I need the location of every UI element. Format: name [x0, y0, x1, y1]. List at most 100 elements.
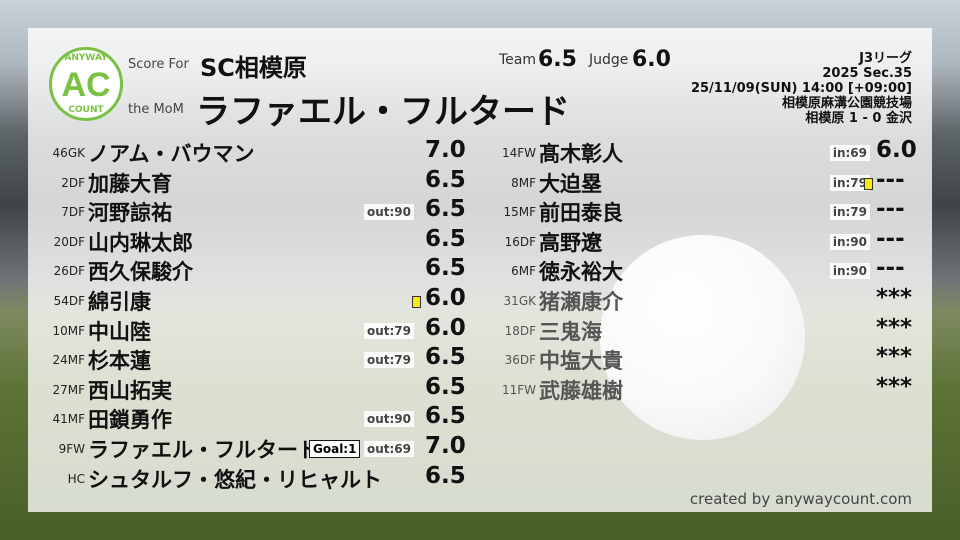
player-name: 大迫塁	[539, 171, 602, 196]
player-number-position: 41MF	[52, 412, 85, 426]
player-rating: 6.5	[425, 255, 466, 282]
player-number: 15	[503, 205, 519, 220]
player-number: 16	[504, 234, 520, 249]
player-number: 8	[511, 175, 519, 190]
player-rating: 6.5	[425, 344, 466, 371]
player-row: 46GK ノアム・バウマン 7.0	[0, 137, 960, 166]
player-number-position: 6MF	[511, 264, 536, 278]
player-number: 46	[52, 146, 68, 160]
player-rating: 6.5	[425, 166, 466, 193]
player-number: 31	[503, 294, 519, 308]
player-position: MF	[518, 205, 536, 220]
player-position: DF	[519, 234, 536, 249]
player-row: 36DF 中塩大貴 ***	[0, 344, 960, 373]
substitution-tag: in:69	[829, 145, 870, 161]
match-info: J3リーグ 2025 Sec.35 25/11/09(SUN) 14:00 [+…	[691, 51, 912, 126]
league: J3リーグ	[859, 51, 912, 66]
player-rating: ***	[876, 344, 913, 371]
substitution-tag: out:90	[363, 411, 414, 428]
venue: 相模原麻溝公園競技場	[781, 96, 912, 111]
player-position: GK	[518, 294, 536, 308]
player-rating: 6.0	[425, 285, 466, 311]
player-name: シュタルフ・悠紀・リヒャルト	[88, 467, 382, 492]
player-row: 20DF 山内琳太郎 6.5	[0, 226, 960, 255]
player-number-position: 14FW	[502, 146, 536, 160]
player-name: 加藤大育	[88, 171, 172, 196]
datetime: 25/11/09(SUN) 14:00 [+09:00]	[690, 81, 912, 96]
anywaycount-logo: ANYWAY AC COUNT	[49, 47, 123, 121]
logo-mark: AC	[61, 66, 111, 104]
logo-bottom-text: COUNT	[68, 105, 104, 115]
goal-badge: Goal:1	[309, 440, 361, 458]
player-rating: ---	[876, 166, 905, 193]
player-number-position: 27MF	[52, 383, 85, 397]
player-rating: 6.5	[425, 225, 466, 252]
player-number: 11	[501, 382, 518, 397]
player-number-position: 26DF	[54, 264, 85, 278]
player-name: 西山拓実	[88, 378, 172, 403]
substitution-tag: in:79	[829, 204, 870, 221]
player-number: 2	[61, 175, 69, 190]
player-row: 8MF 大迫塁 in:79 ---	[0, 167, 960, 196]
player-position: MF	[67, 412, 85, 427]
player-row: 9FW ラファエル・フルタード Goal:1 out:69 7.0	[0, 433, 960, 462]
player-position: MF	[518, 264, 536, 279]
player-row: HC シュタルフ・悠紀・リヒャルト 6.5	[0, 463, 960, 492]
player-row: 24MF 杉本蓮 out:79 6.5	[0, 344, 960, 373]
player-position: DF	[68, 234, 85, 249]
player-rating: 6.5	[425, 462, 466, 489]
logo-top-text: ANYWAY	[64, 53, 108, 63]
player-position: FW	[66, 442, 85, 456]
player-position: DF	[519, 353, 536, 368]
player-number: 20	[53, 234, 69, 249]
player-number: 36	[504, 353, 520, 368]
player-number: 18	[504, 323, 520, 338]
player-name: 山内琳太郎	[88, 230, 193, 255]
score-for-label: Score For	[128, 57, 189, 72]
player-name: 前田泰良	[539, 201, 623, 226]
player-position: DF	[68, 294, 85, 308]
player-row: 15MF 前田泰良 in:79 ---	[0, 196, 960, 225]
player-position: FW	[517, 146, 536, 160]
section: 2025 Sec.35	[822, 66, 912, 81]
player-number-position: 54DF	[54, 294, 85, 308]
player-name: 武藤雄樹	[539, 378, 623, 403]
player-number-position: 9FW	[59, 442, 85, 456]
player-number-position: 2DF	[61, 176, 85, 190]
player-name: 中山陸	[88, 319, 151, 344]
player-row: 14FW 髙木彰人 in:69 6.0	[0, 137, 960, 166]
score-panel	[28, 28, 932, 512]
yellow-card-icon	[412, 296, 421, 308]
player-name: 河野諒祐	[88, 201, 172, 226]
player-number-position: 7DF	[61, 205, 85, 219]
player-row: 18DF 三鬼海 ***	[0, 315, 960, 344]
substitution-tag: in:90	[829, 263, 870, 280]
player-name: 田鎖勇作	[88, 408, 172, 433]
player-name: 高野遼	[539, 230, 602, 255]
player-position: MF	[518, 175, 536, 190]
player-rating: ---	[876, 196, 905, 223]
player-row: 31GK 猪瀬康介 ***	[0, 285, 960, 314]
player-name: 猪瀬康介	[539, 290, 623, 314]
player-rating: 7.0	[425, 137, 466, 163]
player-rating: 6.0	[425, 314, 466, 341]
player-position: FW	[517, 382, 536, 397]
player-position: GK	[67, 146, 85, 160]
judge-score: 6.0	[632, 47, 671, 72]
substitution-tag: out:79	[363, 322, 414, 339]
player-name: 三鬼海	[539, 319, 602, 344]
player-position: MF	[67, 323, 85, 338]
team-score-label: Team	[499, 52, 537, 68]
player-row: 26DF 西久保駿介 6.5	[0, 255, 960, 284]
player-row: 16DF 高野遼 in:90 ---	[0, 226, 960, 255]
player-position: MF	[67, 382, 85, 397]
player-row: 11FW 武藤雄樹 ***	[0, 374, 960, 403]
player-row: 7DF 河野諒祐 out:90 6.5	[0, 196, 960, 225]
player-row: 2DF 加藤大育 6.5	[0, 167, 960, 196]
player-name: 杉本蓮	[88, 349, 151, 374]
player-number: 54	[53, 294, 69, 308]
player-number: 26	[53, 264, 69, 279]
yellow-card-icon	[864, 177, 873, 190]
player-rating: 6.0	[876, 137, 917, 163]
player-name: ノアム・バウマン	[88, 142, 255, 166]
